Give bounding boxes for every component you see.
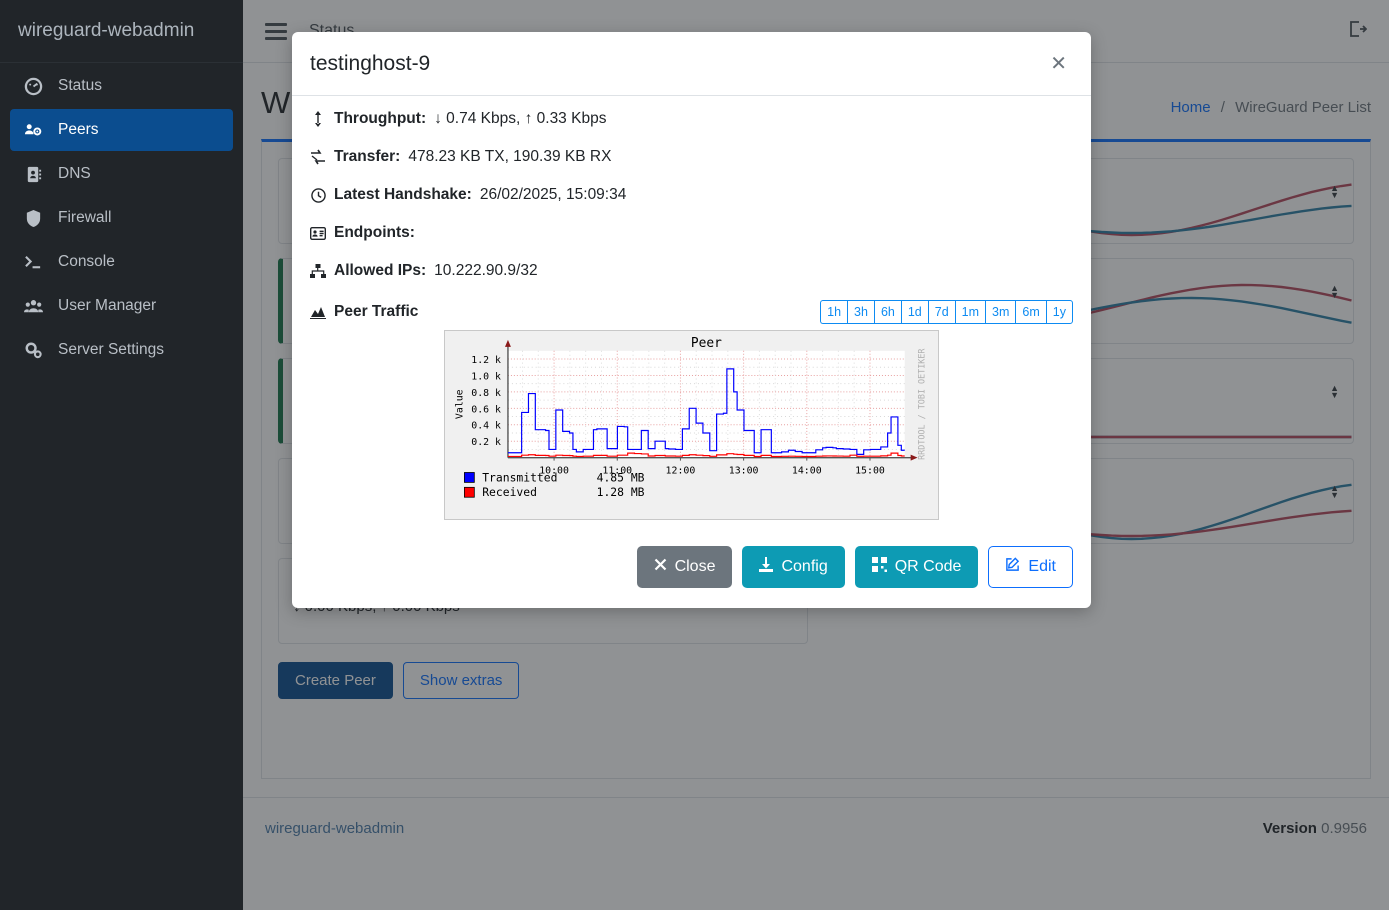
sidebar-item-label: User Manager	[58, 297, 157, 314]
svg-text:4.85 MB: 4.85 MB	[597, 470, 645, 484]
range-button-1y[interactable]: 1y	[1045, 300, 1073, 324]
modal-header: testinghost-9 ✕	[292, 32, 1091, 96]
sidebar-brand: wireguard-webadmin	[0, 0, 243, 63]
svg-text:0.2 k: 0.2 k	[471, 437, 501, 448]
svg-text:1.2 k: 1.2 k	[471, 355, 501, 366]
peer-info-value: 10.222.90.9/32	[434, 262, 538, 279]
peer-traffic-header: Peer Traffic 1h 3h 6h 1d 7d 1m 3m 6m 1y	[310, 300, 1073, 324]
svg-text:15:00: 15:00	[855, 465, 885, 476]
modal-title: testinghost-9	[310, 51, 431, 75]
sidebar-nav: Status Peers DNS Firewall Console User Manage…	[0, 65, 243, 371]
qr-code-icon	[871, 557, 887, 577]
svg-text:1.28 MB: 1.28 MB	[597, 485, 645, 499]
config-button-label: Config	[781, 558, 828, 575]
peer-info-row: Endpoints:	[310, 224, 1073, 242]
sidebar-item-peers[interactable]: Peers	[10, 109, 233, 151]
close-icon[interactable]: ✕	[1044, 50, 1073, 77]
peers-icon	[22, 121, 44, 140]
sidebar-item-firewall[interactable]: Firewall	[10, 197, 233, 239]
range-button-1h[interactable]: 1h	[820, 300, 848, 324]
address-book-icon	[22, 165, 44, 184]
peer-traffic-chart: 0.2 k 0.4 k 0.6 k 0.8 k 1.0 k 1.2 k 10:00 11:00…	[444, 330, 939, 520]
peer-info-label: Transfer:	[334, 148, 401, 165]
svg-text:13:00: 13:00	[729, 465, 759, 476]
qr-code-button-label: QR Code	[894, 558, 962, 575]
chart-area-icon	[310, 305, 326, 319]
sidebar-item-user-manager[interactable]: User Manager	[10, 285, 233, 327]
sidebar: wireguard-webadmin Status Peers DNS Firewal…	[0, 0, 243, 910]
svg-text:RRDTOOL / TOBI OETIKER: RRDTOOL / TOBI OETIKER	[917, 348, 927, 460]
users-icon	[22, 297, 44, 316]
peer-detail-modal: testinghost-9 ✕ Throughput: ↓ 0.74 Kbps, …	[292, 32, 1091, 608]
config-button[interactable]: Config	[742, 546, 845, 588]
rrd-graph-wrap: 0.2 k 0.4 k 0.6 k 0.8 k 1.0 k 1.2 k 10:00 11:00…	[310, 330, 1073, 520]
sitemap-icon	[310, 264, 326, 278]
range-button-3h[interactable]: 3h	[847, 300, 874, 324]
edit-button[interactable]: Edit	[988, 546, 1073, 588]
sidebar-item-status[interactable]: Status	[10, 65, 233, 107]
peer-info-label: Endpoints:	[334, 224, 415, 241]
svg-text:10:00: 10:00	[539, 465, 569, 476]
sidebar-item-label: Status	[58, 77, 102, 94]
clock-icon	[310, 187, 326, 203]
peer-info-value: ↓ 0.74 Kbps, ↑ 0.33 Kbps	[434, 110, 607, 127]
svg-text:Value: Value	[454, 389, 465, 419]
modal-body: Throughput: ↓ 0.74 Kbps, ↑ 0.33 Kbps Trans…	[292, 96, 1091, 532]
gears-icon	[22, 341, 44, 360]
svg-text:0.4 k: 0.4 k	[471, 421, 501, 432]
modal-footer: Close Config QR Code Edit	[292, 532, 1091, 608]
svg-text:11:00: 11:00	[602, 465, 632, 476]
sidebar-item-label: Peers	[58, 121, 99, 138]
svg-text:Transmitted: Transmitted	[482, 470, 557, 484]
svg-text:1.0 k: 1.0 k	[471, 371, 501, 382]
close-button-label: Close	[674, 558, 716, 575]
sidebar-item-server-settings[interactable]: Server Settings	[10, 329, 233, 371]
peer-info-label: Throughput:	[334, 110, 427, 127]
peer-traffic-text: Peer Traffic	[334, 303, 419, 320]
gauge-icon	[22, 77, 44, 96]
peer-info-label: Latest Handshake:	[334, 186, 472, 203]
range-button-1d[interactable]: 1d	[900, 300, 928, 324]
terminal-icon	[22, 253, 44, 272]
svg-text:Peer: Peer	[691, 336, 722, 351]
peer-info-row: Transfer: 478.23 KB TX, 190.39 KB RX	[310, 148, 1073, 166]
edit-button-label: Edit	[1028, 558, 1056, 575]
close-x-icon	[654, 558, 667, 576]
id-card-icon	[310, 226, 326, 240]
arrows-vertical-icon	[310, 111, 326, 127]
sidebar-item-label: Server Settings	[58, 341, 164, 358]
svg-text:0.8 k: 0.8 k	[471, 388, 501, 399]
svg-text:14:00: 14:00	[792, 465, 822, 476]
peer-info-value: 478.23 KB TX, 190.39 KB RX	[408, 148, 612, 165]
peer-info-row: Allowed IPs: 10.222.90.9/32	[310, 262, 1073, 280]
range-button-3m[interactable]: 3m	[985, 300, 1016, 324]
svg-text:12:00: 12:00	[666, 465, 696, 476]
transfer-icon	[310, 149, 326, 165]
range-button-6h[interactable]: 6h	[873, 300, 901, 324]
range-button-7d[interactable]: 7d	[927, 300, 955, 324]
svg-text:Received: Received	[482, 485, 537, 499]
peer-info-list: Throughput: ↓ 0.74 Kbps, ↑ 0.33 Kbps Trans…	[310, 110, 1073, 280]
peer-info-label: Allowed IPs:	[334, 262, 427, 279]
download-icon	[759, 557, 774, 577]
sidebar-item-label: DNS	[58, 165, 91, 182]
sidebar-item-dns[interactable]: DNS	[10, 153, 233, 195]
time-range-group: 1h 3h 6h 1d 7d 1m 3m 6m 1y	[820, 300, 1073, 324]
range-button-6m[interactable]: 6m	[1015, 300, 1046, 324]
peer-info-value: 26/02/2025, 15:09:34	[479, 186, 627, 203]
shield-icon	[22, 209, 44, 228]
close-button[interactable]: Close	[636, 546, 733, 588]
sidebar-item-console[interactable]: Console	[10, 241, 233, 283]
svg-text:0.6 k: 0.6 k	[471, 404, 501, 415]
pencil-square-icon	[1005, 557, 1020, 577]
qr-code-button[interactable]: QR Code	[854, 546, 979, 588]
peer-traffic-label: Peer Traffic	[310, 303, 418, 321]
peer-info-row: Latest Handshake: 26/02/2025, 15:09:34	[310, 186, 1073, 204]
sidebar-item-label: Console	[58, 253, 115, 270]
range-button-1m[interactable]: 1m	[954, 300, 986, 324]
sidebar-item-label: Firewall	[58, 209, 112, 226]
peer-info-row: Throughput: ↓ 0.74 Kbps, ↑ 0.33 Kbps	[310, 110, 1073, 128]
